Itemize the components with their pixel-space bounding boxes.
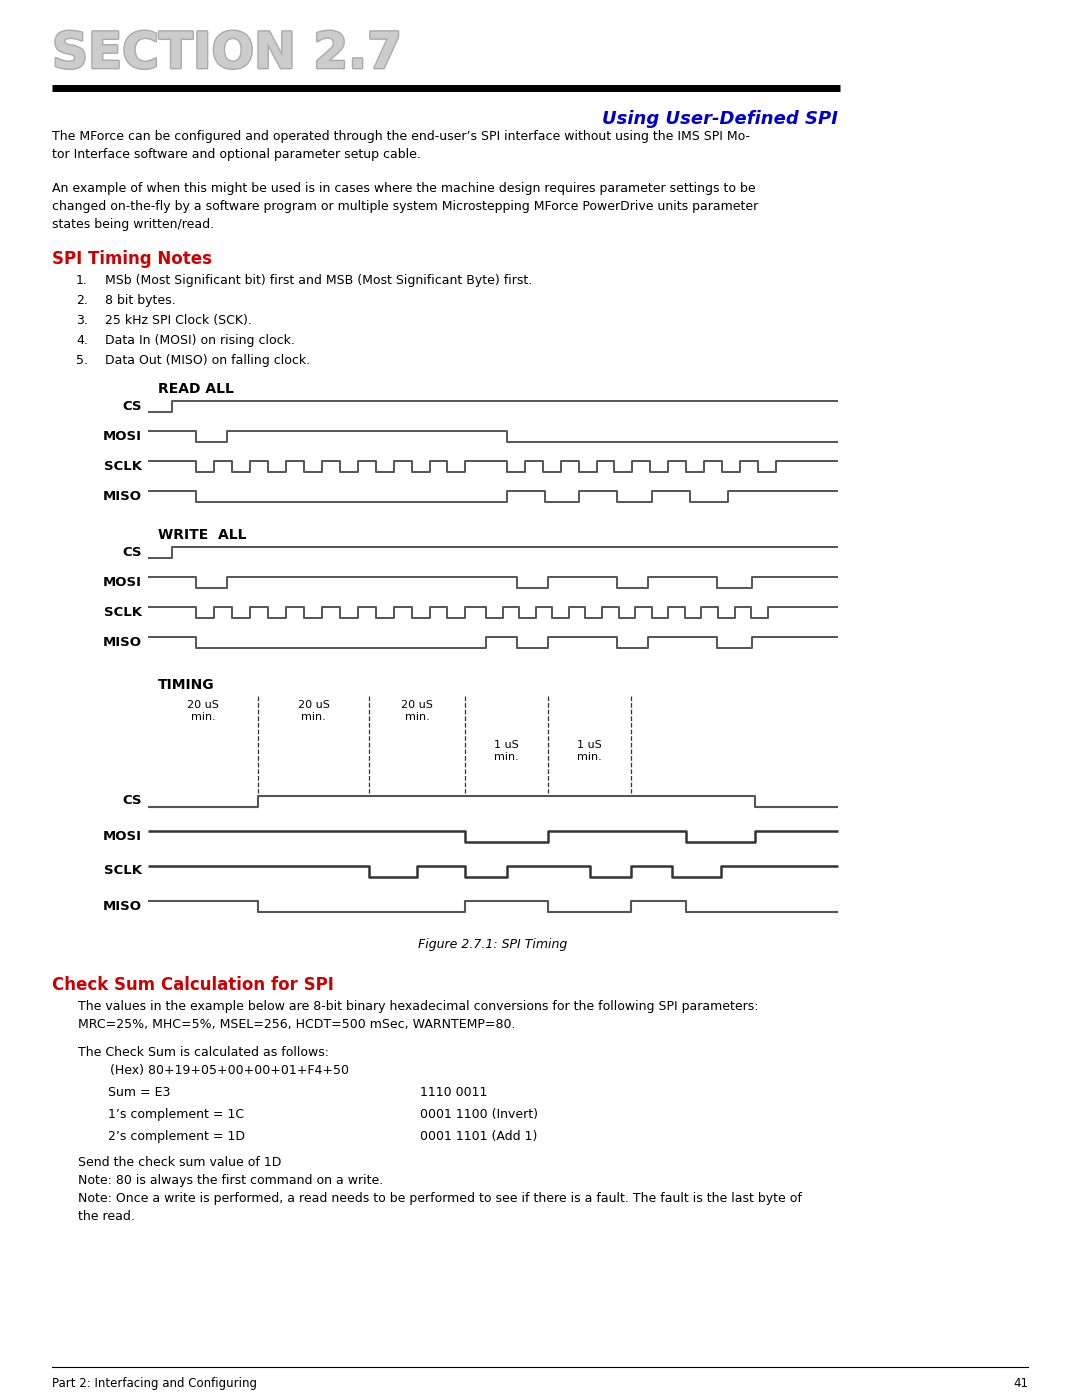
Text: The Check Sum is calculated as follows:
        (Hex) 80+19+05+00+00+01+F4+50: The Check Sum is calculated as follows: … [78, 1046, 349, 1077]
Text: 20 uS
min.: 20 uS min. [401, 700, 433, 722]
Text: 1 uS
min.: 1 uS min. [577, 740, 602, 763]
Text: 1110 0011: 1110 0011 [420, 1085, 487, 1099]
Text: 4.: 4. [76, 334, 87, 346]
Text: MISO: MISO [103, 489, 141, 503]
Text: 1’s complement = 1C: 1’s complement = 1C [108, 1108, 244, 1120]
Text: Send the check sum value of 1D: Send the check sum value of 1D [78, 1155, 282, 1169]
Text: SCLK: SCLK [104, 605, 141, 619]
Text: MOSI: MOSI [103, 576, 141, 588]
Text: Note: 80 is always the first command on a write.: Note: 80 is always the first command on … [78, 1173, 383, 1187]
Text: 8 bit bytes.: 8 bit bytes. [105, 293, 176, 307]
Text: 1.: 1. [76, 274, 87, 286]
Text: 2’s complement = 1D: 2’s complement = 1D [108, 1130, 245, 1143]
Text: 20 uS
min.: 20 uS min. [298, 700, 329, 722]
Text: MSb (Most Significant bit) first and MSB (Most Significant Byte) first.: MSb (Most Significant bit) first and MSB… [105, 274, 532, 286]
Text: CS: CS [122, 400, 141, 412]
Text: Data In (MOSI) on rising clock.: Data In (MOSI) on rising clock. [105, 334, 295, 346]
Text: CS: CS [122, 545, 141, 559]
Text: Note: Once a write is performed, a read needs to be performed to see if there is: Note: Once a write is performed, a read … [78, 1192, 801, 1222]
Text: 25 kHz SPI Clock (SCK).: 25 kHz SPI Clock (SCK). [105, 314, 252, 327]
Text: TIMING: TIMING [158, 678, 215, 692]
Text: 5.: 5. [76, 353, 87, 367]
Text: 2.: 2. [76, 293, 87, 307]
Text: 0001 1100 (Invert): 0001 1100 (Invert) [420, 1108, 538, 1120]
Text: WRITE  ALL: WRITE ALL [158, 528, 246, 542]
Text: Check Sum Calculation for SPI: Check Sum Calculation for SPI [52, 977, 334, 995]
Text: MISO: MISO [103, 636, 141, 648]
Text: READ ALL: READ ALL [158, 381, 234, 395]
Text: Part 2: Interfacing and Configuring: Part 2: Interfacing and Configuring [52, 1377, 257, 1390]
Text: 1 uS
min.: 1 uS min. [495, 740, 519, 763]
Text: Figure 2.7.1: SPI Timing: Figure 2.7.1: SPI Timing [418, 937, 568, 951]
Text: SECTION 2.7: SECTION 2.7 [52, 29, 402, 78]
Text: SCLK: SCLK [104, 865, 141, 877]
Text: Data Out (MISO) on falling clock.: Data Out (MISO) on falling clock. [105, 353, 310, 367]
Text: 41: 41 [1013, 1377, 1028, 1390]
Text: SCLK: SCLK [104, 460, 141, 472]
Text: MOSI: MOSI [103, 429, 141, 443]
Text: CS: CS [122, 795, 141, 807]
Text: 0001 1101 (Add 1): 0001 1101 (Add 1) [420, 1130, 538, 1143]
Text: MOSI: MOSI [103, 830, 141, 842]
Text: Sum = E3: Sum = E3 [108, 1085, 171, 1099]
Text: MISO: MISO [103, 900, 141, 912]
Text: An example of when this might be used is in cases where the machine design requi: An example of when this might be used is… [52, 182, 758, 231]
Text: 20 uS
min.: 20 uS min. [187, 700, 219, 722]
Text: SPI Timing Notes: SPI Timing Notes [52, 250, 212, 268]
Text: 3.: 3. [76, 314, 87, 327]
Text: The MForce can be configured and operated through the end-user’s SPI interface w: The MForce can be configured and operate… [52, 130, 750, 161]
Text: Using User-Defined SPI: Using User-Defined SPI [602, 110, 838, 129]
Text: The values in the example below are 8-bit binary hexadecimal conversions for the: The values in the example below are 8-bi… [78, 1000, 758, 1031]
